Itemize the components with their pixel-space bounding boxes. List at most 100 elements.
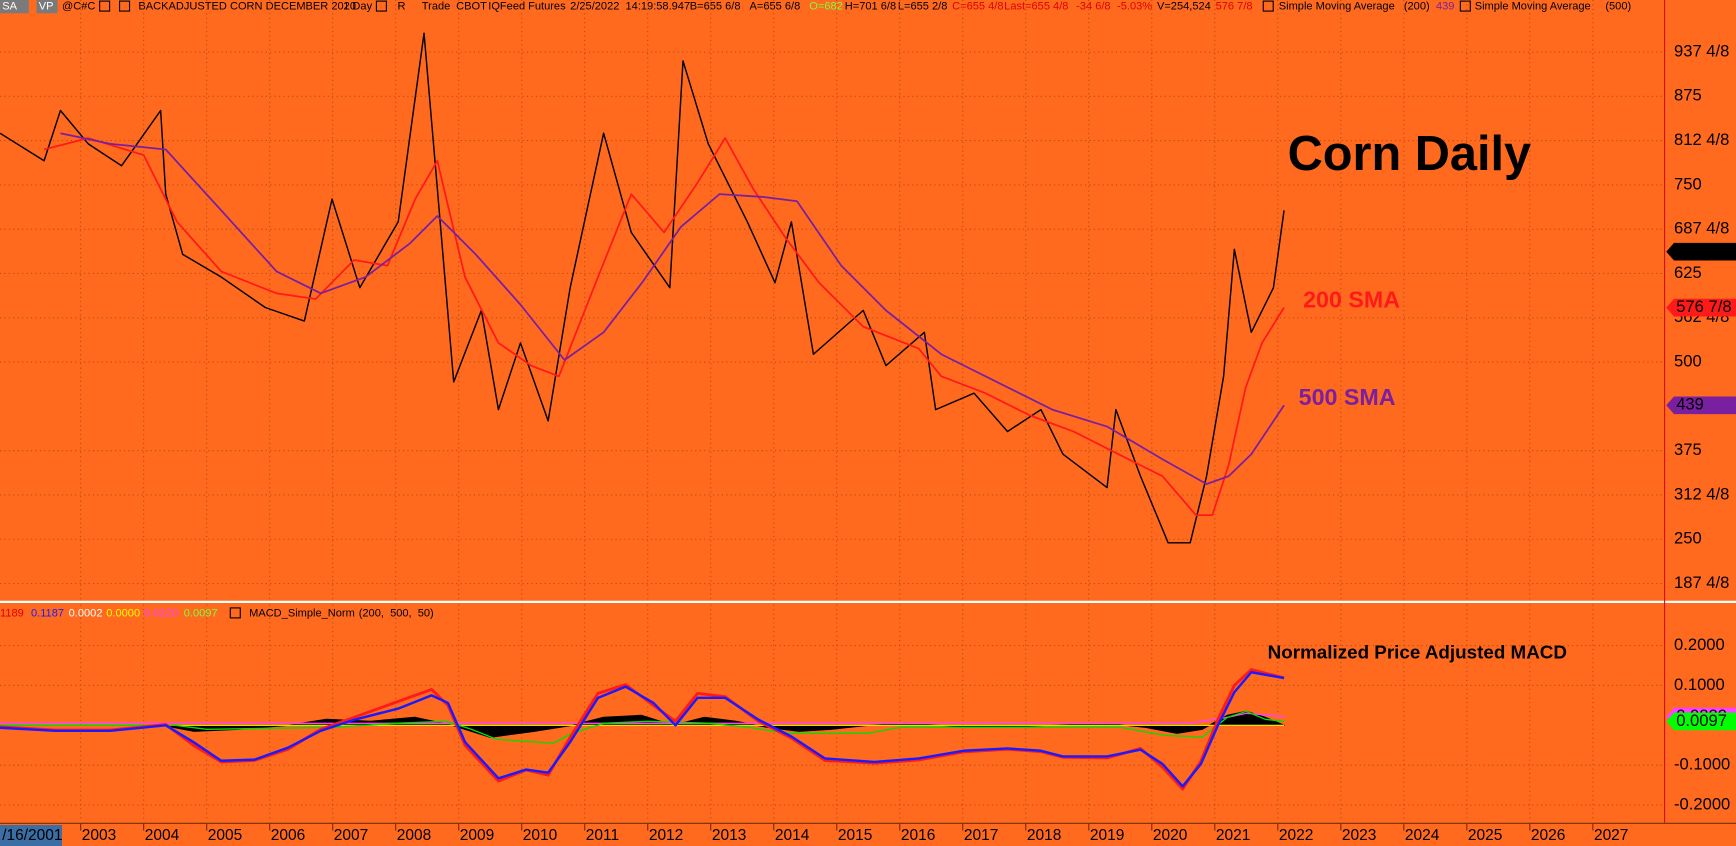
- y-tick-label: 625: [1674, 263, 1702, 282]
- y-tick-label: 687 4/8: [1674, 219, 1729, 238]
- header-text: V=254,524: [1157, 1, 1211, 13]
- x-tick-label: 2014: [775, 827, 810, 844]
- y-tick-label: 312 4/8: [1674, 484, 1729, 503]
- x-tick-label: 2003: [82, 827, 116, 844]
- x-tick-label: 2004: [145, 827, 180, 844]
- y-tick-label: 812 4/8: [1674, 130, 1729, 149]
- header-text: 2/25/2022: [570, 1, 619, 13]
- x-tick-label: 2022: [1279, 827, 1313, 844]
- header-text: A=655 6/8: [750, 1, 801, 13]
- sa-button[interactable]: [0, 0, 29, 14]
- header-text: CBOT: [456, 1, 487, 13]
- cursor-date-box: [0, 824, 62, 846]
- header-text: Trade: [422, 1, 450, 13]
- cursor-date: /16/2001: [2, 827, 62, 844]
- indicator-header: 0.0097: [184, 607, 218, 619]
- x-tick-label: 2021: [1216, 827, 1250, 844]
- indicator-header: MACD_Simple_Norm: [249, 607, 355, 619]
- annotation: 500 SMA: [1299, 384, 1396, 410]
- y-tick-label: 875: [1674, 86, 1702, 105]
- x-tick-label: 2011: [586, 827, 619, 844]
- x-tick-label: 2017: [964, 827, 998, 844]
- x-tick-label: 2015: [838, 827, 872, 844]
- header-text: -34 6/8: [1076, 1, 1110, 13]
- annotation: Corn Daily: [1288, 127, 1532, 181]
- indicator-header: 0.0002: [69, 607, 103, 619]
- x-tick-label: 2009: [460, 827, 494, 844]
- series-line: [60, 132, 1285, 485]
- x-tick-label: 2013: [712, 827, 746, 844]
- price-marker-label: 439: [1676, 395, 1704, 414]
- header-text: L=655 2/8: [898, 1, 948, 13]
- header-text: B=655 6/8: [690, 1, 741, 13]
- x-tick-label: 2027: [1594, 827, 1628, 844]
- header-text: Futures: [528, 1, 566, 13]
- y-tick-label: 0.2000: [1674, 635, 1725, 654]
- y-tick-label: 250: [1674, 529, 1702, 548]
- x-tick-label: 2023: [1342, 827, 1376, 844]
- header-text: -5.03%: [1117, 1, 1152, 13]
- x-tick-label: 2012: [649, 827, 683, 844]
- header-text: Simple Moving Average: [1475, 1, 1591, 13]
- indicator-header: 0.0220: [144, 607, 178, 619]
- x-tick-label: 2020: [1153, 827, 1188, 844]
- dropdown-icon[interactable]: [99, 0, 111, 12]
- header-text: 1 Day: [343, 1, 372, 13]
- header-text: (200): [1404, 1, 1430, 13]
- vp-button[interactable]: [36, 0, 58, 14]
- header-text: R: [397, 1, 405, 13]
- x-tick-label: 2007: [334, 827, 368, 844]
- y-tick-label: 187 4/8: [1674, 573, 1729, 592]
- header-text: SA: [2, 1, 17, 13]
- dropdown-icon[interactable]: [119, 0, 131, 12]
- header-text: 439: [1436, 1, 1454, 13]
- annotation: 200 SMA: [1303, 286, 1400, 312]
- x-tick-label: 2024: [1405, 827, 1440, 844]
- header-text: 576 7/8: [1216, 1, 1253, 13]
- header-text: Last=655 4/8: [1004, 1, 1068, 13]
- header-text: BACKADJUSTED CORN DECEMBER 2020: [138, 1, 356, 13]
- price-marker: [1666, 396, 1736, 415]
- indicator-header: 0.0000: [106, 607, 140, 619]
- indicator-header: 1189: [0, 607, 24, 619]
- y-tick-label: 750: [1674, 174, 1702, 193]
- indicator-header: (200, 500, 50): [359, 607, 434, 619]
- y-tick-label: -0.1000: [1674, 755, 1730, 774]
- x-tick-label: 2008: [397, 827, 431, 844]
- header-text: C=655 4/8: [952, 1, 1003, 13]
- header-text: H=701 6/8: [845, 1, 896, 13]
- header-text: Simple Moving Average: [1279, 1, 1395, 13]
- y-tick-label: -0.2000: [1674, 794, 1730, 813]
- x-tick-label: 2005: [208, 827, 242, 844]
- series-line: [0, 32, 1285, 544]
- header-text: IQFeed: [488, 1, 525, 13]
- indicator-header: 0.1187: [31, 607, 64, 619]
- macd-title: Normalized Price Adjusted MACD: [1268, 641, 1567, 662]
- x-tick-label: 2016: [901, 827, 935, 844]
- x-tick-label: 2010: [523, 827, 558, 844]
- x-tick-label: 2019: [1090, 827, 1124, 844]
- header-text: @C#C: [62, 1, 95, 13]
- header-text: VP: [39, 1, 54, 13]
- close-icon[interactable]: [229, 607, 241, 619]
- price-marker-label: 576 7/8: [1676, 297, 1731, 316]
- y-tick-label: 500: [1674, 351, 1702, 370]
- series-line: [43, 137, 1285, 517]
- header-text: (500): [1605, 1, 1631, 13]
- price-marker-label: 0.0097: [1676, 711, 1727, 730]
- x-tick-label: 2018: [1027, 827, 1061, 844]
- x-tick-label: 2025: [1468, 827, 1502, 844]
- price-marker: [1666, 242, 1736, 261]
- price-marker: [1666, 298, 1736, 317]
- y-tick-label: 937 4/8: [1674, 41, 1729, 60]
- x-tick-label: 2006: [271, 827, 305, 844]
- dropdown-icon[interactable]: [375, 0, 387, 12]
- y-tick-label: 0.1000: [1674, 675, 1725, 694]
- series-line: [0, 671, 1285, 788]
- close-icon[interactable]: [1262, 0, 1274, 12]
- close-icon[interactable]: [1459, 0, 1471, 12]
- x-tick-label: 2026: [1531, 827, 1565, 844]
- price-marker-label: 655 6/8: [1676, 241, 1731, 260]
- y-tick-label: 375: [1674, 440, 1702, 459]
- series-line: [0, 710, 1285, 744]
